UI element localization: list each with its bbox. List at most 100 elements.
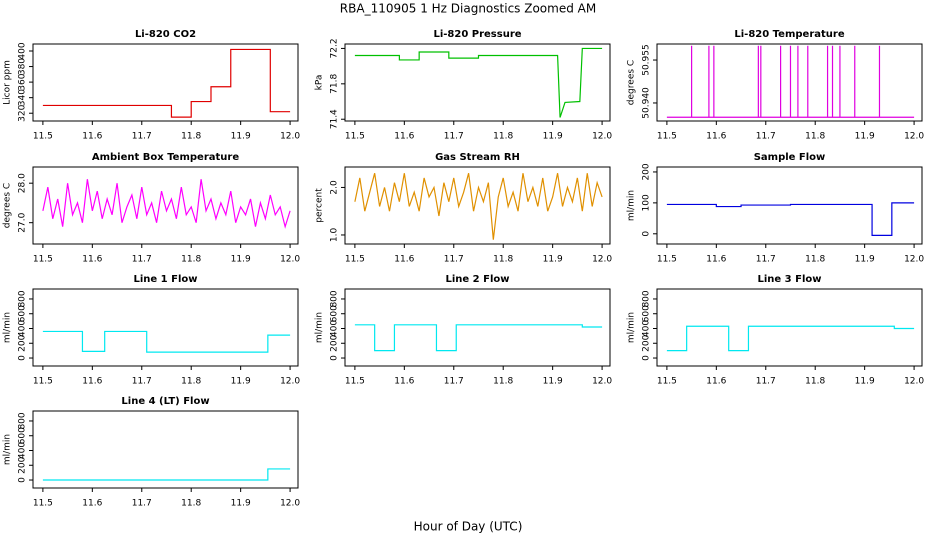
plot-frame bbox=[344, 288, 611, 367]
x-tick-label: 11.8 bbox=[493, 132, 513, 142]
x-tick-label: 11.6 bbox=[82, 499, 102, 509]
y-tick-label: 600 bbox=[330, 305, 340, 322]
x-tick-label: 11.5 bbox=[33, 499, 53, 509]
y-tick-label: 71.4 bbox=[330, 109, 340, 129]
y-tick-label: 72.2 bbox=[330, 38, 340, 58]
data-line bbox=[666, 325, 915, 352]
panel-title: Line 2 Flow bbox=[446, 274, 510, 285]
y-tick-label: 71.8 bbox=[330, 74, 340, 94]
x-tick-label: 12.0 bbox=[592, 377, 612, 387]
x-tick-label: 11.7 bbox=[444, 132, 464, 142]
y-tick-label: 50.955 bbox=[642, 44, 652, 76]
x-tick-label: 12.0 bbox=[592, 132, 612, 142]
x-tick-label: 12.0 bbox=[280, 499, 300, 509]
y-axis-label: ml/min bbox=[627, 312, 637, 343]
panel-title: Ambient Box Temperature bbox=[92, 152, 239, 163]
x-tick-label: 11.9 bbox=[231, 255, 251, 265]
y-tick-label: 800 bbox=[642, 290, 652, 307]
y-tick-label: 400 bbox=[18, 42, 28, 59]
y-tick-label: 200 bbox=[642, 163, 652, 180]
y-axis-label: percent bbox=[315, 188, 325, 223]
y-tick-label: 28.0 bbox=[18, 173, 28, 193]
panel-title: Line 4 (LT) Flow bbox=[121, 396, 209, 407]
y-tick-label: 800 bbox=[330, 290, 340, 307]
y-tick-label: 50.940 bbox=[642, 87, 652, 119]
plot-frame bbox=[344, 43, 611, 122]
x-tick-label: 12.0 bbox=[592, 255, 612, 265]
x-tick-label: 11.7 bbox=[132, 255, 152, 265]
data-line bbox=[354, 324, 603, 352]
x-tick-label: 11.5 bbox=[345, 377, 365, 387]
x-axis-label: Hour of Day (UTC) bbox=[414, 520, 523, 534]
x-tick-label: 11.5 bbox=[657, 377, 677, 387]
x-tick-label: 11.6 bbox=[706, 377, 726, 387]
plot-frame bbox=[656, 288, 923, 367]
y-tick-label: 200 bbox=[18, 334, 28, 351]
x-tick-label: 11.8 bbox=[805, 132, 825, 142]
x-tick-label: 11.5 bbox=[33, 255, 53, 265]
x-tick-label: 12.0 bbox=[904, 377, 924, 387]
x-tick-label: 11.9 bbox=[855, 132, 875, 142]
x-tick-label: 11.9 bbox=[231, 499, 251, 509]
page-title: RBA_110905 1 Hz Diagnostics Zoomed AM bbox=[340, 2, 596, 16]
y-tick-label: 200 bbox=[642, 334, 652, 351]
panel-title: Line 1 Flow bbox=[134, 274, 198, 285]
y-tick-label: 0 bbox=[18, 477, 28, 483]
x-tick-label: 11.7 bbox=[132, 132, 152, 142]
y-axis-label: degrees C bbox=[627, 60, 637, 105]
y-tick-label: 0 bbox=[642, 231, 652, 237]
x-tick-label: 12.0 bbox=[280, 132, 300, 142]
y-tick-label: 400 bbox=[642, 320, 652, 337]
y-tick-label: 0 bbox=[642, 355, 652, 361]
x-tick-label: 11.6 bbox=[706, 255, 726, 265]
x-tick-label: 11.6 bbox=[706, 132, 726, 142]
data-line bbox=[354, 47, 603, 118]
x-tick-label: 11.9 bbox=[855, 255, 875, 265]
x-tick-label: 11.8 bbox=[805, 377, 825, 387]
y-tick-label: 340 bbox=[18, 89, 28, 106]
data-line bbox=[42, 48, 291, 118]
y-axis-label: ml/min bbox=[3, 312, 13, 343]
x-tick-label: 11.7 bbox=[756, 377, 776, 387]
x-tick-label: 11.7 bbox=[132, 377, 152, 387]
y-axis-label: ml/min bbox=[627, 190, 637, 221]
x-tick-label: 11.6 bbox=[394, 132, 414, 142]
plot-frame bbox=[656, 43, 923, 122]
x-tick-label: 11.9 bbox=[543, 132, 563, 142]
x-tick-label: 11.9 bbox=[543, 377, 563, 387]
x-tick-label: 11.5 bbox=[657, 132, 677, 142]
x-tick-label: 11.6 bbox=[394, 377, 414, 387]
y-tick-label: 800 bbox=[18, 412, 28, 429]
x-tick-label: 11.5 bbox=[345, 255, 365, 265]
plot-frame bbox=[32, 166, 299, 245]
panel-title: Li-820 Pressure bbox=[433, 29, 521, 40]
x-tick-label: 11.9 bbox=[231, 132, 251, 142]
plot-frame bbox=[32, 410, 299, 489]
x-tick-label: 11.8 bbox=[181, 499, 201, 509]
y-tick-label: 200 bbox=[330, 334, 340, 351]
x-tick-label: 11.6 bbox=[82, 255, 102, 265]
y-tick-label: 600 bbox=[18, 427, 28, 444]
y-axis-label: ml/min bbox=[3, 434, 13, 465]
x-tick-label: 11.5 bbox=[33, 132, 53, 142]
x-tick-label: 11.7 bbox=[756, 255, 776, 265]
y-tick-label: 0 bbox=[330, 355, 340, 361]
y-axis-label: kPa bbox=[315, 75, 325, 91]
x-tick-label: 11.8 bbox=[181, 132, 201, 142]
y-tick-label: 800 bbox=[18, 290, 28, 307]
x-tick-label: 11.8 bbox=[493, 377, 513, 387]
y-tick-label: 400 bbox=[18, 320, 28, 337]
x-tick-label: 11.9 bbox=[855, 377, 875, 387]
x-tick-label: 11.9 bbox=[543, 255, 563, 265]
x-tick-label: 11.9 bbox=[231, 377, 251, 387]
data-line bbox=[666, 45, 915, 118]
data-line bbox=[42, 468, 291, 481]
plot-frame bbox=[656, 166, 923, 245]
x-tick-label: 11.5 bbox=[345, 132, 365, 142]
x-tick-label: 11.8 bbox=[181, 255, 201, 265]
x-tick-label: 11.7 bbox=[444, 255, 464, 265]
y-tick-label: 100 bbox=[642, 194, 652, 211]
y-tick-label: 1.0 bbox=[330, 228, 340, 243]
y-tick-label: 320 bbox=[18, 104, 28, 121]
x-tick-label: 12.0 bbox=[904, 255, 924, 265]
